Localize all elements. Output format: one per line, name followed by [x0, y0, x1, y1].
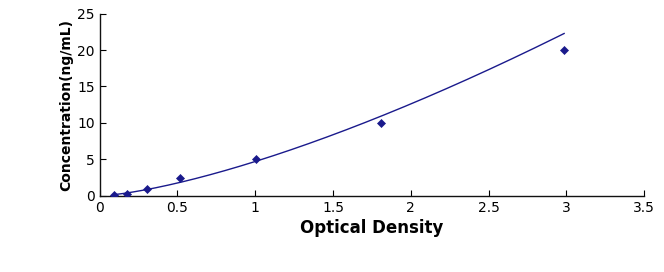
Y-axis label: Concentration(ng/mL): Concentration(ng/mL)	[59, 19, 73, 191]
X-axis label: Optical Density: Optical Density	[300, 219, 444, 237]
